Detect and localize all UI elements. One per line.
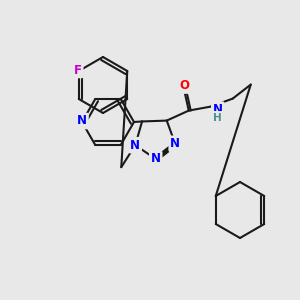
Text: H: H [213, 112, 222, 123]
Text: N: N [130, 139, 140, 152]
Text: O: O [180, 79, 190, 92]
Text: N: N [77, 115, 87, 128]
Text: F: F [74, 64, 82, 76]
Text: N: N [151, 152, 161, 166]
Text: N: N [213, 103, 223, 116]
Text: N: N [170, 137, 180, 150]
